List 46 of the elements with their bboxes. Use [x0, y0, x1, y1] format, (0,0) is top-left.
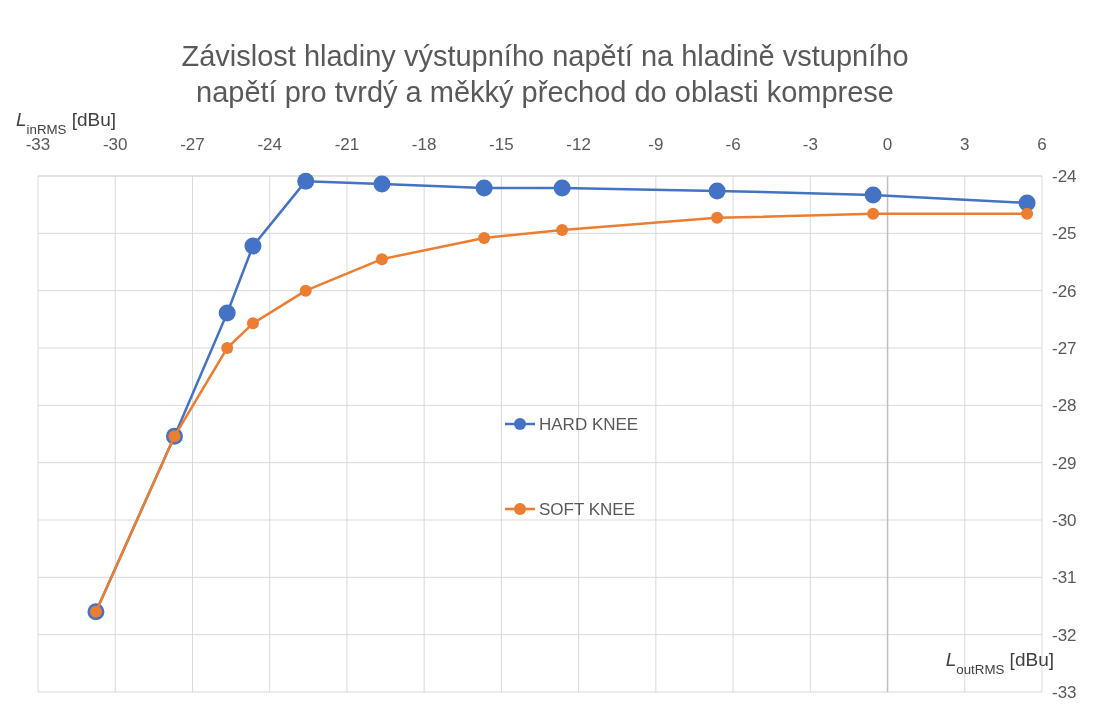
chart-title: Závislost hladiny výstupního napětí na hladině vstupního napětí pro tvrdý a měkký přechod do oblasti komprese — [181, 40, 909, 108]
x-tick-label: -12 — [566, 135, 591, 154]
y-tick-label: -33 — [1052, 683, 1077, 702]
x-tick-label: -33 — [25, 135, 51, 154]
point — [711, 211, 724, 224]
legend-label: HARD KNEE — [539, 415, 639, 434]
point — [478, 231, 491, 244]
point — [708, 182, 726, 200]
point — [553, 179, 571, 197]
x-tick-label: 0 — [882, 135, 893, 154]
y-tick-label: -31 — [1052, 568, 1077, 588]
point — [375, 253, 388, 266]
point — [475, 179, 493, 197]
x-tick-label: -3 — [802, 135, 818, 154]
legend-label: SOFT KNEE — [539, 500, 636, 519]
y-tick-label: -26 — [1052, 281, 1077, 301]
y-tick-label: -32 — [1052, 625, 1077, 645]
x-tick-label: -24 — [257, 135, 282, 154]
point — [373, 175, 391, 193]
y-tick-label: -30 — [1052, 511, 1077, 530]
x-tick-label: -30 — [102, 135, 128, 154]
point — [297, 172, 315, 190]
x-tick-label: 3 — [960, 135, 970, 154]
y-axis-title: L$_{inRMS}$ [dBu] — [16, 109, 117, 137]
point — [299, 284, 312, 297]
x-tick-label: -21 — [334, 135, 360, 154]
point — [867, 207, 880, 220]
point — [556, 223, 569, 236]
x-tick-label: -6 — [725, 135, 741, 154]
x-tick-label: 6 — [1037, 135, 1047, 154]
y-tick-label: -25 — [1052, 224, 1077, 244]
x-tick-label: -9 — [648, 135, 664, 154]
x-tick-label: -27 — [180, 135, 205, 154]
point — [218, 304, 236, 322]
y-tick-label: -24 — [1052, 167, 1077, 186]
y-tick-label: -29 — [1052, 453, 1077, 473]
y-tick-label: -27 — [1052, 339, 1077, 358]
point — [244, 237, 262, 255]
point — [864, 186, 882, 204]
y-tick-label: -28 — [1052, 396, 1077, 416]
x-tick-label: -18 — [411, 135, 437, 154]
x-axis-title: L$_{outRMS}$ [dBu] — [945, 649, 1054, 677]
point — [221, 342, 234, 354]
point — [246, 317, 259, 330]
point — [1021, 207, 1034, 220]
x-tick-label: -15 — [489, 135, 514, 154]
